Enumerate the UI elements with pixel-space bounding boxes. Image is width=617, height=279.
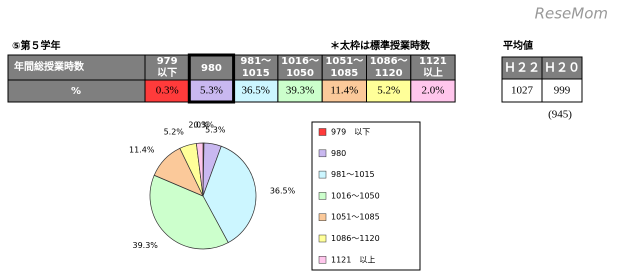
- column-header: 1016～: [281, 56, 319, 67]
- standard-highlight: [187, 53, 236, 104]
- legend-swatch: [318, 234, 327, 243]
- column-header: 980: [201, 63, 222, 74]
- avg-header: Ｈ２０: [544, 61, 580, 75]
- avg-value: 999: [554, 85, 571, 97]
- legend-label: 1016～1050: [331, 191, 380, 200]
- cell-value: 5.3%: [200, 85, 223, 97]
- legend-label: 981～1015: [331, 170, 375, 179]
- column-header: 1086～: [370, 56, 408, 67]
- cell-value: 2.0%: [421, 85, 444, 97]
- legend-label: 1086～1120: [331, 234, 380, 243]
- cell-value: 11.4%: [330, 85, 358, 97]
- header-cell: [321, 54, 368, 81]
- pie-slice: [195, 142, 204, 197]
- watermark: ReseMom: [535, 5, 608, 23]
- legend-swatch: [318, 192, 327, 200]
- legend-frame: [311, 121, 421, 271]
- value-cell: [410, 79, 456, 103]
- cell-value: 0.3%: [156, 85, 179, 97]
- pie-label: 11.4%: [129, 145, 155, 154]
- column-header: 1015: [242, 68, 270, 79]
- cell-value: 5.2%: [377, 85, 400, 97]
- legend-swatch: [318, 213, 327, 221]
- pie-label: 39.3%: [132, 241, 158, 250]
- legend-swatch: [318, 256, 327, 264]
- legend-label: 1121 以上: [331, 255, 375, 264]
- legend-label: 1051～1085: [331, 213, 380, 222]
- pie-label: 0.3%: [194, 121, 215, 130]
- header-cell: [410, 54, 456, 81]
- column-header: 以上: [423, 66, 443, 79]
- column-header: 1051～: [325, 56, 363, 67]
- legend-label: 980: [331, 149, 346, 158]
- note: ＊太枠は標準授業時数: [330, 39, 431, 52]
- legend-label: 979 以下: [331, 128, 370, 137]
- column-header: 981～: [240, 56, 271, 67]
- pie-slice: [149, 174, 229, 250]
- column-header: 1050: [286, 68, 314, 79]
- column-header: 1120: [375, 68, 403, 79]
- section-title: ⑤第５学年: [12, 39, 60, 52]
- avg-value: 1027: [511, 85, 534, 97]
- column-header: 1121: [419, 56, 447, 67]
- avg-title: 平均値: [503, 39, 533, 52]
- avg-header: Ｈ２２: [504, 61, 540, 75]
- pie-label: 5.3%: [205, 126, 226, 135]
- pie-label: 2.0%: [188, 121, 209, 130]
- cell-value: 36.5%: [242, 85, 270, 97]
- pie-label: 36.5%: [270, 187, 296, 196]
- row-header: 年間総授業時数: [14, 60, 85, 73]
- legend-swatch: [318, 128, 327, 136]
- column-header: 以下: [157, 67, 177, 79]
- pie-label: 5.2%: [164, 127, 185, 136]
- legend-swatch: [318, 170, 327, 179]
- column-header: 979: [157, 56, 178, 67]
- row-label: %: [71, 86, 81, 97]
- column-header: 1085: [330, 68, 358, 79]
- avg-note: (945): [548, 109, 572, 121]
- legend-swatch: [318, 149, 327, 158]
- header-cell: [366, 54, 412, 81]
- pie-slice: [202, 145, 257, 244]
- cell-value: 39.3%: [286, 85, 314, 97]
